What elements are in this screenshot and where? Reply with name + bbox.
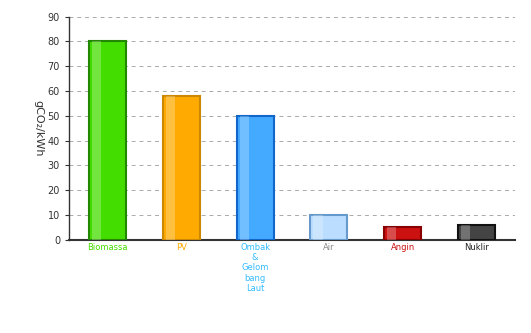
Bar xyxy=(313,215,323,240)
Bar xyxy=(461,225,470,240)
Y-axis label: gCO₂/kWh: gCO₂/kWh xyxy=(34,100,44,157)
Bar xyxy=(163,96,200,240)
Bar xyxy=(92,41,101,240)
Bar xyxy=(237,116,273,240)
Bar xyxy=(384,227,421,240)
Bar xyxy=(311,215,347,240)
Bar xyxy=(458,225,495,240)
Bar xyxy=(239,116,249,240)
Bar xyxy=(89,41,126,240)
Bar xyxy=(166,96,175,240)
Bar xyxy=(387,227,396,240)
